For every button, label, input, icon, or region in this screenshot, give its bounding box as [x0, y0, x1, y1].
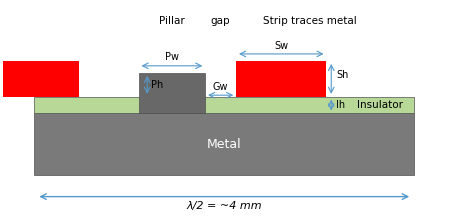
Bar [236, 61, 326, 97]
Bar [139, 73, 205, 113]
Text: Sw: Sw [274, 41, 288, 51]
Bar [34, 113, 414, 175]
Text: Sh: Sh [335, 70, 347, 80]
Text: Gw: Gw [212, 82, 228, 92]
Text: Ph: Ph [151, 80, 163, 90]
Text: gap: gap [210, 16, 230, 26]
Text: Pw: Pw [165, 52, 178, 62]
Text: Pillar: Pillar [159, 16, 184, 26]
Bar [34, 97, 414, 113]
Text: Strip traces metal: Strip traces metal [262, 16, 356, 26]
Text: Metal: Metal [207, 138, 241, 151]
Text: λ/2 = ~4 mm: λ/2 = ~4 mm [186, 201, 261, 211]
Text: Insulator: Insulator [357, 100, 403, 110]
Bar [3, 61, 79, 97]
Text: Ih: Ih [335, 100, 345, 110]
